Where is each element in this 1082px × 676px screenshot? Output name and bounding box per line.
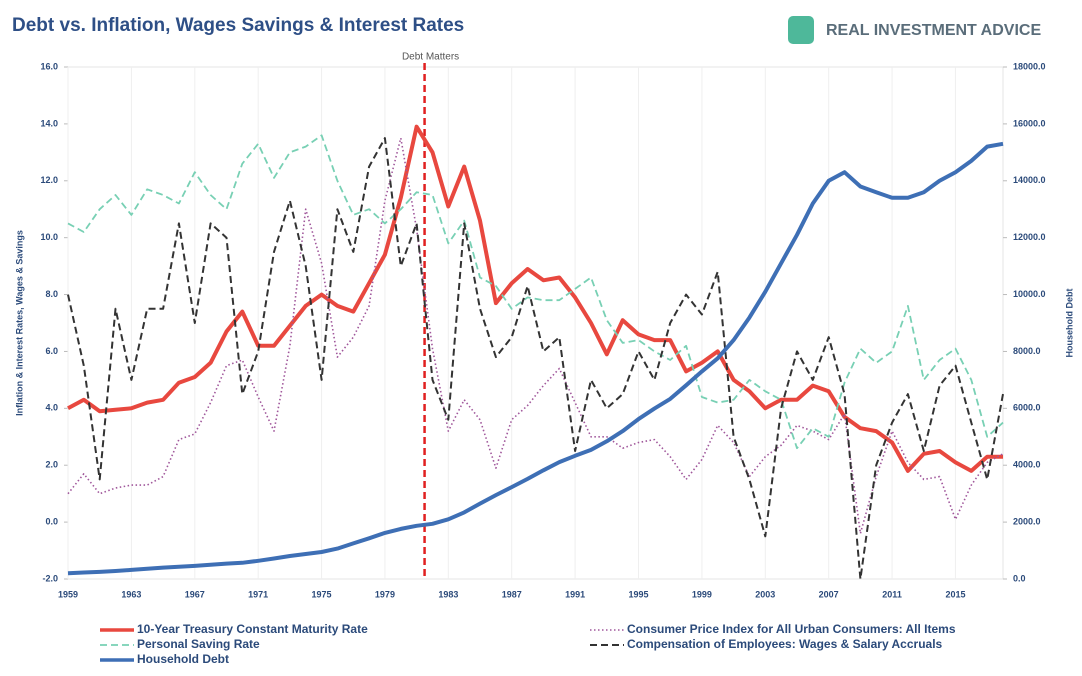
x-tick-label: 2003: [755, 589, 775, 599]
y2-tick-label: 0.0: [1013, 573, 1026, 583]
y-tick-label: 0.0: [45, 516, 58, 526]
y-tick-label: -2.0: [42, 573, 58, 583]
x-tick-label: 2011: [882, 589, 902, 599]
chart-title: Debt vs. Inflation, Wages Savings & Inte…: [12, 15, 464, 36]
legend-label: Personal Saving Rate: [137, 637, 260, 651]
x-tick-label: 1991: [565, 589, 585, 599]
y-tick-label: 16.0: [40, 61, 58, 71]
x-tick-label: 1979: [375, 589, 395, 599]
x-tick-label: 1999: [692, 589, 712, 599]
series-line: [67, 141, 1004, 576]
x-tick-label: 2015: [945, 589, 965, 599]
y2-tick-label: 6000.0: [1013, 403, 1041, 413]
annotation-label: Debt Matters: [402, 52, 459, 63]
plot-area: [67, 66, 1004, 580]
y2-tick-label: 4000.0: [1013, 460, 1041, 470]
y2-tick-label: 16000.0: [1013, 118, 1046, 128]
series-line: [67, 134, 1004, 450]
x-tick-label: 1975: [312, 589, 332, 599]
y-axis-label: Inflation & Interest Rates, Wages & Savi…: [14, 230, 24, 416]
y-tick-label: 8.0: [45, 289, 58, 299]
y-tick-label: 6.0: [45, 346, 58, 356]
y2-tick-label: 14000.0: [1013, 175, 1046, 185]
x-tick-label: 1971: [248, 589, 268, 599]
x-tick-label: 1987: [502, 589, 522, 599]
y2-tick-label: 2000.0: [1013, 516, 1041, 526]
y2-tick-label: 8000.0: [1013, 346, 1041, 356]
y2-tick-label: 12000.0: [1013, 232, 1046, 242]
y2-tick-label: 18000.0: [1013, 61, 1046, 71]
x-tick-label: 2007: [819, 589, 839, 599]
legend-label: Household Debt: [137, 652, 229, 666]
legend-label: 10-Year Treasury Constant Maturity Rate: [137, 622, 368, 636]
y-tick-label: 14.0: [40, 118, 58, 128]
x-tick-label: 1983: [438, 589, 458, 599]
y-tick-label: 4.0: [45, 403, 58, 413]
x-tick-label: 1959: [58, 589, 78, 599]
x-tick-label: 1963: [121, 589, 141, 599]
legend-label: Compensation of Employees: Wages & Salar…: [627, 637, 943, 651]
x-tick-label: 1967: [185, 589, 205, 599]
y-tick-label: 10.0: [40, 232, 58, 242]
y2-axis-label: Household Debt: [1064, 288, 1074, 357]
legend-label: Consumer Price Index for All Urban Consu…: [627, 622, 956, 636]
series-line: [67, 137, 1004, 535]
series-line: [67, 137, 1004, 580]
y-tick-label: 12.0: [40, 175, 58, 185]
y-tick-label: 2.0: [45, 460, 58, 470]
x-tick-label: 1995: [628, 589, 648, 599]
logo-icon: [788, 16, 814, 44]
y2-tick-label: 10000.0: [1013, 289, 1046, 299]
brand: REAL INVESTMENT ADVICE: [826, 22, 1041, 39]
